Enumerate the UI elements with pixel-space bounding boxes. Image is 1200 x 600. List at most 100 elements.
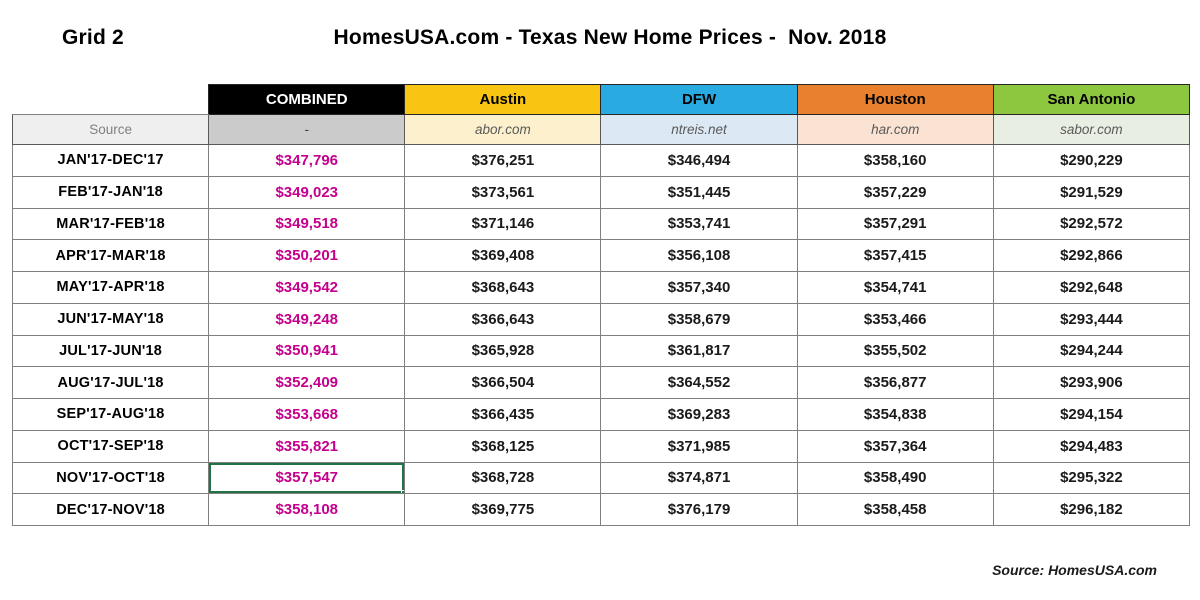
table-row: DEC'17-NOV'18 $358,108 $369,775 $376,179 $35… xyxy=(11,493,1191,526)
cell-combined[interactable]: $350,201 xyxy=(208,239,406,272)
table-row: APR'17-MAR'18 $350,201 $369,408 $356,108 $35… xyxy=(11,239,1191,272)
source-cell-houston[interactable]: har.com xyxy=(796,114,994,145)
row-period-cell[interactable]: APR'17-MAR'18 xyxy=(11,239,210,272)
row-period-cell[interactable]: MAY'17-APR'18 xyxy=(11,271,210,304)
column-header-san-antonio[interactable]: San Antonio xyxy=(992,84,1191,115)
prices-table: COMBINED Austin DFW Houston San Antonio … xyxy=(11,84,1191,526)
cell-houston[interactable]: $357,364 xyxy=(796,429,994,463)
cell-houston[interactable]: $356,877 xyxy=(796,366,994,399)
cell-houston[interactable]: $358,458 xyxy=(796,493,994,526)
source-cell-combined[interactable]: - xyxy=(208,114,406,145)
source-cell-san-antonio[interactable]: sabor.com xyxy=(992,114,1191,145)
row-period-cell[interactable]: JUN'17-MAY'18 xyxy=(11,302,210,336)
cell-houston[interactable]: $354,741 xyxy=(796,271,994,304)
table-row: AUG'17-JUL'18 $352,409 $366,504 $364,552 $35… xyxy=(11,366,1191,399)
row-period-cell[interactable]: DEC'17-NOV'18 xyxy=(11,493,210,526)
table-row: NOV'17-OCT'18 $357,547 $368,728 $374,871 $35… xyxy=(11,461,1191,495)
cell-dfw[interactable]: $369,283 xyxy=(600,398,798,431)
cell-austin[interactable]: $376,251 xyxy=(404,144,602,177)
cell-combined[interactable]: $353,668 xyxy=(208,398,406,431)
cell-austin[interactable]: $373,561 xyxy=(404,175,602,209)
cell-combined[interactable]: $350,941 xyxy=(208,334,406,368)
source-row: Source - abor.com ntreis.net har.com sab… xyxy=(11,114,1191,145)
cell-dfw[interactable]: $358,679 xyxy=(600,302,798,336)
cell-dfw[interactable]: $361,817 xyxy=(600,334,798,368)
cell-austin[interactable]: $365,928 xyxy=(404,334,602,368)
cell-houston[interactable]: $358,490 xyxy=(796,461,994,495)
cell-houston[interactable]: $358,160 xyxy=(796,144,994,177)
grid-label: Grid 2 xyxy=(62,26,124,49)
fill-handle[interactable] xyxy=(401,490,404,493)
source-row-label[interactable]: Source xyxy=(11,114,210,145)
cell-san-antonio[interactable]: $292,572 xyxy=(992,207,1191,241)
row-period-cell[interactable]: AUG'17-JUL'18 xyxy=(11,366,210,399)
cell-austin[interactable]: $366,504 xyxy=(404,366,602,399)
cell-combined[interactable]: $355,821 xyxy=(208,429,406,463)
table-row: OCT'17-SEP'18 $355,821 $368,125 $371,985 $35… xyxy=(11,429,1191,463)
cell-combined[interactable]: $349,023 xyxy=(208,175,406,209)
cell-dfw[interactable]: $346,494 xyxy=(600,144,798,177)
cell-combined[interactable]: $347,796 xyxy=(208,144,406,177)
cell-houston[interactable]: $357,229 xyxy=(796,175,994,209)
cell-dfw[interactable]: $357,340 xyxy=(600,271,798,304)
cell-combined[interactable]: $357,547 xyxy=(208,461,406,495)
cell-combined[interactable]: $349,542 xyxy=(208,271,406,304)
cell-houston[interactable]: $357,415 xyxy=(796,239,994,272)
cell-dfw[interactable]: $374,871 xyxy=(600,461,798,495)
cell-combined[interactable]: $352,409 xyxy=(208,366,406,399)
cell-san-antonio[interactable]: $294,154 xyxy=(992,398,1191,431)
row-period-cell[interactable]: NOV'17-OCT'18 xyxy=(11,461,210,495)
cell-combined[interactable]: $349,518 xyxy=(208,207,406,241)
cell-houston[interactable]: $357,291 xyxy=(796,207,994,241)
title-bar: Grid 2 HomesUSA.com - Texas New Home Pri… xyxy=(0,26,1200,56)
cell-austin[interactable]: $369,408 xyxy=(404,239,602,272)
cell-dfw[interactable]: $371,985 xyxy=(600,429,798,463)
row-period-cell[interactable]: JAN'17-DEC'17 xyxy=(11,144,210,177)
row-period-cell[interactable]: OCT'17-SEP'18 xyxy=(11,429,210,463)
source-cell-dfw[interactable]: ntreis.net xyxy=(600,114,798,145)
cell-austin[interactable]: $369,775 xyxy=(404,493,602,526)
cell-austin[interactable]: $368,728 xyxy=(404,461,602,495)
blank-header-cell xyxy=(12,84,209,115)
selected-cell-outline xyxy=(209,462,404,493)
cell-dfw[interactable]: $351,445 xyxy=(600,175,798,209)
column-header-combined[interactable]: COMBINED xyxy=(208,84,406,115)
cell-san-antonio[interactable]: $292,648 xyxy=(992,271,1191,304)
cell-san-antonio[interactable]: $293,906 xyxy=(992,366,1191,399)
table-row: FEB'17-JAN'18 $349,023 $373,561 $351,445 $35… xyxy=(11,175,1191,209)
cell-san-antonio[interactable]: $294,244 xyxy=(992,334,1191,368)
row-period-cell[interactable]: FEB'17-JAN'18 xyxy=(11,175,210,209)
cell-dfw[interactable]: $353,741 xyxy=(600,207,798,241)
cell-san-antonio[interactable]: $293,444 xyxy=(992,302,1191,336)
cell-austin[interactable]: $366,643 xyxy=(404,302,602,336)
cell-dfw[interactable]: $376,179 xyxy=(600,493,798,526)
cell-houston[interactable]: $353,466 xyxy=(796,302,994,336)
cell-san-antonio[interactable]: $290,229 xyxy=(992,144,1191,177)
table-row: JUN'17-MAY'18 $349,248 $366,643 $358,679 $35… xyxy=(11,302,1191,336)
cell-austin[interactable]: $371,146 xyxy=(404,207,602,241)
column-header-houston[interactable]: Houston xyxy=(796,84,994,115)
cell-austin[interactable]: $368,643 xyxy=(404,271,602,304)
cell-houston[interactable]: $355,502 xyxy=(796,334,994,368)
column-header-dfw[interactable]: DFW xyxy=(600,84,798,115)
cell-combined[interactable]: $349,248 xyxy=(208,302,406,336)
cell-dfw[interactable]: $356,108 xyxy=(600,239,798,272)
row-period-cell[interactable]: JUL'17-JUN'18 xyxy=(11,334,210,368)
cell-san-antonio[interactable]: $296,182 xyxy=(992,493,1191,526)
cell-austin[interactable]: $368,125 xyxy=(404,429,602,463)
row-period-cell[interactable]: MAR'17-FEB'18 xyxy=(11,207,210,241)
table-row: MAR'17-FEB'18 $349,518 $371,146 $353,741 $35… xyxy=(11,207,1191,241)
page-title: HomesUSA.com - Texas New Home Prices - N… xyxy=(333,26,887,49)
cell-austin[interactable]: $366,435 xyxy=(404,398,602,431)
cell-houston[interactable]: $354,838 xyxy=(796,398,994,431)
cell-combined[interactable]: $358,108 xyxy=(208,493,406,526)
cell-san-antonio[interactable]: $295,322 xyxy=(992,461,1191,495)
source-cell-austin[interactable]: abor.com xyxy=(404,114,602,145)
cell-dfw[interactable]: $364,552 xyxy=(600,366,798,399)
column-header-austin[interactable]: Austin xyxy=(404,84,602,115)
cell-san-antonio[interactable]: $291,529 xyxy=(992,175,1191,209)
table-row: SEP'17-AUG'18 $353,668 $366,435 $369,283 $35… xyxy=(11,398,1191,431)
cell-san-antonio[interactable]: $294,483 xyxy=(992,429,1191,463)
row-period-cell[interactable]: SEP'17-AUG'18 xyxy=(11,398,210,431)
cell-san-antonio[interactable]: $292,866 xyxy=(992,239,1191,272)
